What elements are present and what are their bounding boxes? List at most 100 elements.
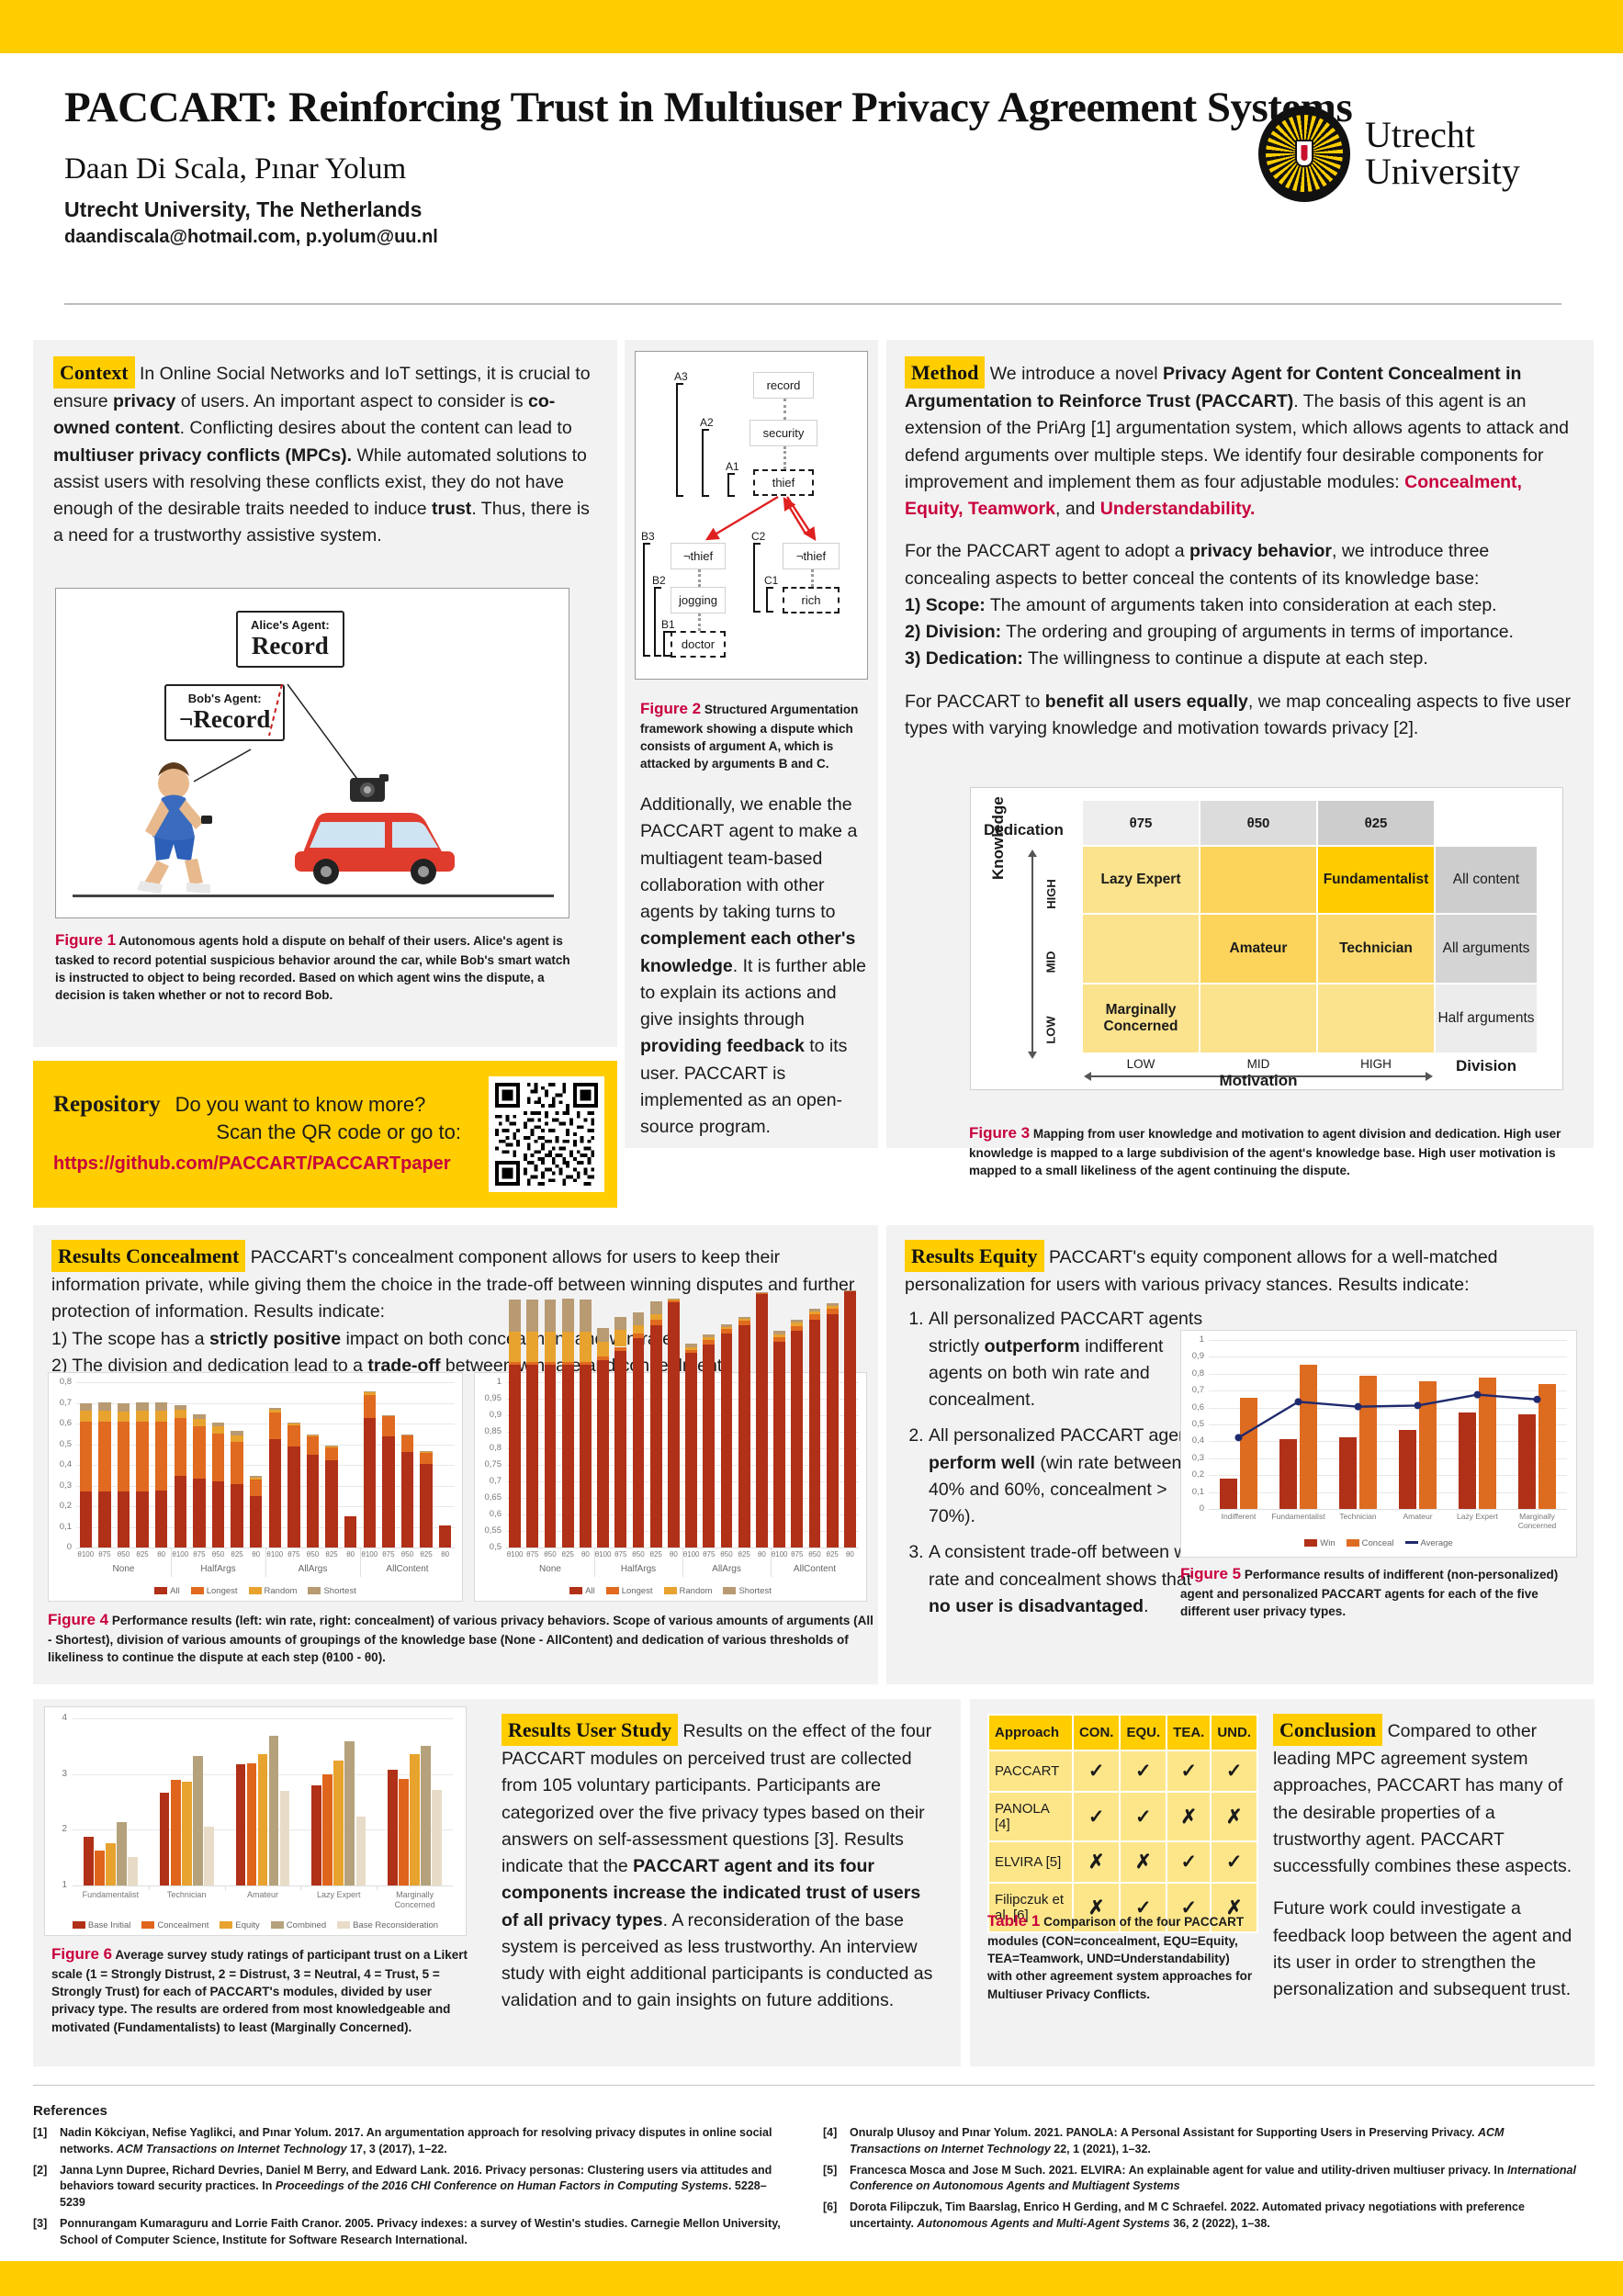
node-not-thief-b: ¬thief bbox=[671, 543, 726, 569]
x-tick-label: θ25 bbox=[826, 1550, 839, 1559]
x-tick-label: θ100 bbox=[682, 1550, 700, 1559]
bar-random bbox=[649, 1314, 662, 1320]
bar-all bbox=[382, 1436, 395, 1548]
legend-item-shortest: Shortest bbox=[308, 1586, 356, 1596]
legend-item-longest: Longest bbox=[190, 1586, 238, 1596]
bar-all bbox=[211, 1480, 225, 1548]
bar-random bbox=[154, 1411, 168, 1423]
logo-line-1: Utrecht bbox=[1365, 114, 1475, 155]
figure3-matrix: Dedication θ75 θ50 θ25 Knowledge HIGH MI… bbox=[970, 787, 1563, 1090]
bar-all bbox=[268, 1438, 282, 1548]
bar-shortest bbox=[268, 1408, 282, 1410]
bar-shortest bbox=[154, 1401, 168, 1412]
th-und: UND. bbox=[1210, 1714, 1258, 1751]
method-paragraph-3: For PACCART to benefit all users equally… bbox=[905, 691, 1572, 738]
bar-combined bbox=[268, 1736, 279, 1885]
bar-all bbox=[117, 1491, 130, 1548]
y-tick-label: 0,2 bbox=[1191, 1469, 1204, 1480]
division-all-arguments: All arguments bbox=[1436, 915, 1537, 983]
th-equ: EQU. bbox=[1119, 1714, 1168, 1751]
bar-longest bbox=[98, 1422, 111, 1491]
y-tick-label: 0,5 bbox=[489, 1542, 502, 1552]
results-user-study-tag: Results User Study bbox=[502, 1714, 679, 1746]
bar-longest bbox=[287, 1424, 300, 1447]
gridline bbox=[506, 1465, 859, 1466]
y-tick-label: 3 bbox=[62, 1768, 67, 1779]
bottom-accent-bar bbox=[0, 2261, 1623, 2296]
bar-all bbox=[632, 1338, 645, 1548]
bar-longest bbox=[420, 1452, 433, 1464]
knowledge-row-high: HIGH bbox=[1043, 878, 1058, 909]
bar-all bbox=[614, 1350, 627, 1548]
cell-mark-und: ✗ bbox=[1210, 1791, 1258, 1842]
group-separator bbox=[224, 1885, 226, 1890]
figure4-caption-text: Performance results (left: win rate, rig… bbox=[48, 1614, 873, 1665]
method-item-dedication: 3) Dedication: The willingness to contin… bbox=[905, 648, 1428, 670]
gridline bbox=[506, 1531, 859, 1532]
link-notthief-jogging bbox=[698, 569, 701, 587]
figure6-chart: 1 2 3 4 Fundamentalist Technician Amateur Lazy … bbox=[44, 1706, 467, 1936]
bracket-label-a1: A1 bbox=[726, 460, 739, 473]
x-tick-label: Lazy Expert bbox=[1457, 1512, 1498, 1521]
y-tick-label: 1 bbox=[62, 1880, 67, 1890]
link-security-thief bbox=[783, 446, 786, 469]
bar-longest bbox=[306, 1435, 320, 1455]
bar-longest bbox=[580, 1362, 592, 1365]
cell-approach: ELVIRA [5] bbox=[987, 1840, 1074, 1884]
bar-longest bbox=[561, 1361, 574, 1365]
x-tick-label: θ25 bbox=[649, 1550, 662, 1559]
bar-shortest bbox=[136, 1402, 149, 1412]
bar-random bbox=[306, 1435, 320, 1436]
bar-conceal bbox=[1478, 1377, 1497, 1509]
utrecht-university-logo: Utrecht University bbox=[1258, 103, 1561, 204]
bar-random bbox=[826, 1306, 839, 1310]
group-label: AllContent bbox=[386, 1564, 429, 1574]
car-figure bbox=[295, 774, 455, 884]
bar-equity bbox=[410, 1754, 420, 1885]
bracket-label-c1: C1 bbox=[764, 574, 779, 587]
gridline bbox=[1209, 1390, 1567, 1392]
bar-all bbox=[526, 1365, 539, 1548]
gridline bbox=[76, 1506, 455, 1507]
repository-title: Repository bbox=[53, 1092, 161, 1117]
cell-mid-high: Technician bbox=[1318, 915, 1434, 983]
knowledge-row-low: LOW bbox=[1043, 1015, 1058, 1044]
reference-item: [5] Francesca Mosca and Jose M Such. 2021… bbox=[823, 2163, 1576, 2196]
x-tick-label: θ75 bbox=[703, 1550, 716, 1559]
qr-code[interactable] bbox=[489, 1076, 604, 1192]
bar-win bbox=[1279, 1439, 1298, 1509]
bar-all bbox=[844, 1291, 856, 1548]
bob-agent-bubble: Bob's Agent: ¬Record bbox=[164, 684, 286, 741]
bar-longest bbox=[268, 1412, 282, 1439]
bar-shortest bbox=[808, 1308, 821, 1311]
x-tick-label: θ100 bbox=[172, 1550, 189, 1559]
bar-longest bbox=[400, 1435, 414, 1453]
group-label: AllContent bbox=[793, 1564, 837, 1574]
bar-conceal bbox=[1358, 1376, 1378, 1509]
bar-shortest bbox=[211, 1422, 225, 1427]
bar-longest bbox=[649, 1319, 662, 1326]
y-tick-label: 0,1 bbox=[1191, 1486, 1204, 1497]
legend-item-concealment: Concealment bbox=[141, 1920, 209, 1930]
x-tick-label: θ75 bbox=[287, 1550, 300, 1559]
cell-mark-equ: ✓ bbox=[1119, 1791, 1168, 1842]
x-tick-label: θ25 bbox=[231, 1550, 243, 1559]
y-tick-label: 0,8 bbox=[1191, 1367, 1204, 1379]
gridline bbox=[1209, 1340, 1567, 1341]
bar-shortest bbox=[773, 1331, 785, 1334]
bar-shortest bbox=[117, 1402, 130, 1412]
reference-text: Onuralp Ulusoy and Pınar Yolum. 2021. PA… bbox=[850, 2126, 1505, 2155]
repository-line-2: Scan the QR code or go to: bbox=[216, 1120, 461, 1143]
repository-url[interactable]: https://github.com/PACCART/PACCARTpaper bbox=[53, 1154, 451, 1174]
reference-text: Ponnurangam Kumaraguru and Lorrie Faith … bbox=[60, 2216, 781, 2246]
figure2-caption-text: Structured Argumentation framework showi… bbox=[640, 703, 859, 771]
bar-random bbox=[287, 1423, 300, 1425]
y-tick-label: 0,8 bbox=[59, 1377, 72, 1387]
theta-header-25: θ25 bbox=[1318, 801, 1434, 845]
group-label: HalfArgs bbox=[620, 1564, 657, 1574]
bar-longest bbox=[668, 1300, 680, 1302]
gridline bbox=[1209, 1407, 1567, 1409]
division-axis-label: Division bbox=[1455, 1057, 1517, 1075]
results-equity-item-2: All personalized PACCART agents perform … bbox=[929, 1423, 1204, 1530]
node-thief-a: thief bbox=[753, 469, 814, 496]
